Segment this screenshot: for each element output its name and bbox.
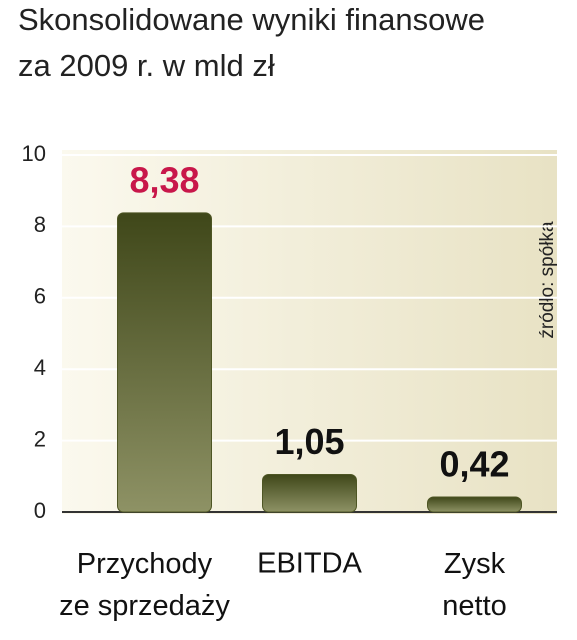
y-tick-label: 4 (34, 355, 46, 380)
source-note: źródło: spółka (537, 221, 558, 339)
bar (427, 496, 522, 513)
y-tick-label: 2 (34, 426, 46, 451)
value-label: 1,05 (274, 421, 344, 462)
y-tick-label: 8 (34, 212, 46, 237)
x-tick-label: Zysk netto (442, 548, 507, 622)
y-tick-label: 10 (22, 141, 46, 166)
y-tick-label: 0 (34, 498, 46, 523)
value-label: 8,38 (129, 159, 199, 200)
x-tick-label: Przychody ze sprzedaży (59, 548, 230, 622)
y-tick-label: 6 (34, 284, 46, 309)
chart-title: Skonsolidowane wyniki finansowe (18, 2, 485, 37)
chart-title: za 2009 r. w mld zł (18, 48, 275, 83)
value-label: 0,42 (439, 444, 509, 485)
x-tick-label: EBITDA (257, 548, 362, 580)
bar (117, 212, 212, 513)
bar (262, 474, 357, 513)
